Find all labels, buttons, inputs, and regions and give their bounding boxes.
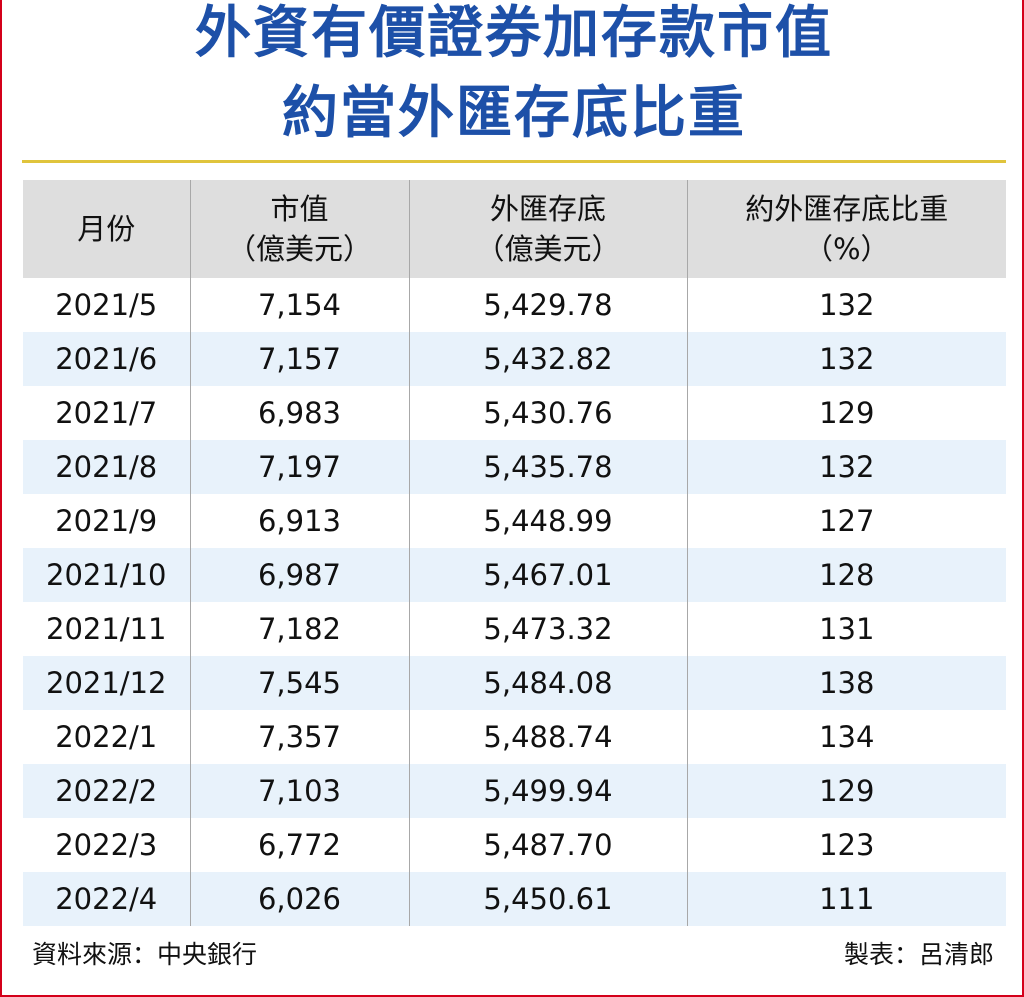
cell-market-value: 7,197 [189, 440, 409, 494]
cell-month: 2022/4 [23, 872, 190, 926]
cell-market-value: 6,987 [189, 548, 409, 602]
cell-fx-reserves: 5,484.08 [408, 656, 687, 710]
cell-ratio: 128 [686, 548, 1006, 602]
header-market-value-unit: （億美元） [226, 232, 372, 266]
cell-ratio: 127 [686, 494, 1006, 548]
cell-market-value: 6,913 [189, 494, 409, 548]
cell-ratio: 123 [686, 818, 1006, 872]
title-line-2: 約當外匯存底比重 [282, 81, 746, 146]
header-ratio-unit: （%） [803, 232, 890, 266]
table-row: 2021/5 7,154 5,429.78 132 [23, 278, 1006, 332]
cell-fx-reserves: 5,450.61 [408, 872, 687, 926]
source-note: 資料來源：中央銀行 [32, 940, 258, 969]
cell-ratio: 129 [686, 386, 1006, 440]
cell-month: 2021/12 [23, 656, 190, 710]
table-row: 2022/3 6,772 5,487.70 123 [23, 818, 1006, 872]
table-row: 2021/12 7,545 5,484.08 138 [23, 656, 1006, 710]
table-body: 2021/5 7,154 5,429.78 132 2021/6 7,157 5,432.8… [23, 278, 1006, 926]
cell-month: 2021/6 [23, 332, 190, 386]
table-row: 2022/1 7,357 5,488.74 134 [23, 710, 1006, 764]
header-market-value: 市值 （億美元） [189, 180, 409, 278]
header-fx-reserves-unit: （億美元） [475, 232, 621, 266]
title-divider [22, 160, 1006, 163]
cell-market-value: 7,182 [189, 602, 409, 656]
header-row: 月份 市值 （億美元） 外匯存底 （億美元） 約外匯存底比重 （%） [23, 180, 1006, 278]
cell-month: 2021/7 [55, 396, 158, 430]
header-month-label: 月份 [77, 212, 136, 246]
cell-fx-reserves: 5,467.01 [408, 548, 687, 602]
cell-market-value: 7,154 [189, 278, 409, 332]
cell-month: 2021/9 [55, 504, 158, 538]
table-row: 2021/10 6,987 5,467.01 128 [23, 548, 1006, 602]
cell-market-value: 7,357 [189, 710, 409, 764]
table-row: 2021/8 7,197 5,435.78 132 [23, 440, 1006, 494]
header-ratio: 約外匯存底比重 （%） [686, 180, 1006, 278]
cell-fx-reserves: 5,435.78 [408, 440, 687, 494]
cell-ratio: 134 [686, 710, 1006, 764]
cell-fx-reserves: 5,448.99 [408, 494, 687, 548]
cell-month: 2022/2 [23, 764, 190, 818]
cell-fx-reserves: 5,429.78 [408, 278, 687, 332]
cell-ratio: 132 [686, 440, 1006, 494]
cell-fx-reserves: 5,430.76 [408, 386, 687, 440]
cell-month: 2021/10 [23, 548, 190, 602]
cell-ratio: 132 [686, 332, 1006, 386]
header-market-value-label: 市值 [270, 192, 329, 226]
data-table: 月份 市值 （億美元） 外匯存底 （億美元） 約外匯存底比重 （%） 2021/… [23, 180, 1006, 926]
header-month: 月份 [23, 180, 190, 278]
cell-market-value: 6,772 [189, 818, 409, 872]
table-row: 2022/2 7,103 5,499.94 129 [23, 764, 1006, 818]
cell-month: 2021/5 [55, 288, 158, 322]
cell-month: 2021/8 [23, 440, 190, 494]
table-header: 月份 市值 （億美元） 外匯存底 （億美元） 約外匯存底比重 （%） [23, 180, 1006, 278]
cell-market-value: 7,545 [189, 656, 409, 710]
cell-ratio: 132 [686, 278, 1006, 332]
credit-note: 製表：呂清郎 [843, 940, 994, 969]
cell-market-value: 6,983 [189, 386, 409, 440]
table-row: 2021/11 7,182 5,473.32 131 [23, 602, 1006, 656]
table-row: 2021/6 7,157 5,432.82 132 [23, 332, 1006, 386]
cell-fx-reserves: 5,487.70 [408, 818, 687, 872]
cell-market-value: 7,103 [189, 764, 409, 818]
header-fx-reserves-label: 外匯存底 [489, 192, 606, 226]
cell-fx-reserves: 5,488.74 [408, 710, 687, 764]
table-row: 2022/4 6,026 5,450.61 111 [23, 872, 1006, 926]
cell-ratio: 111 [686, 872, 1006, 926]
cell-market-value: 6,026 [189, 872, 409, 926]
table-row: 2021/7 6,983 5,430.76 129 [23, 386, 1006, 440]
header-fx-reserves: 外匯存底 （億美元） [408, 180, 687, 278]
table-row: 2021/9 6,913 5,448.99 127 [23, 494, 1006, 548]
cell-market-value: 7,157 [189, 332, 409, 386]
cell-fx-reserves: 5,432.82 [408, 332, 687, 386]
cell-month: 2022/1 [55, 720, 158, 754]
title-line-1: 外資有價證券加存款市值 [195, 1, 833, 66]
cell-fx-reserves: 5,499.94 [408, 764, 687, 818]
cell-ratio: 138 [686, 656, 1006, 710]
cell-ratio: 131 [686, 602, 1006, 656]
cell-month: 2021/11 [46, 612, 167, 646]
cell-month: 2022/3 [55, 828, 158, 862]
cell-ratio: 129 [686, 764, 1006, 818]
header-ratio-label: 約外匯存底比重 [745, 192, 949, 226]
cell-fx-reserves: 5,473.32 [408, 602, 687, 656]
